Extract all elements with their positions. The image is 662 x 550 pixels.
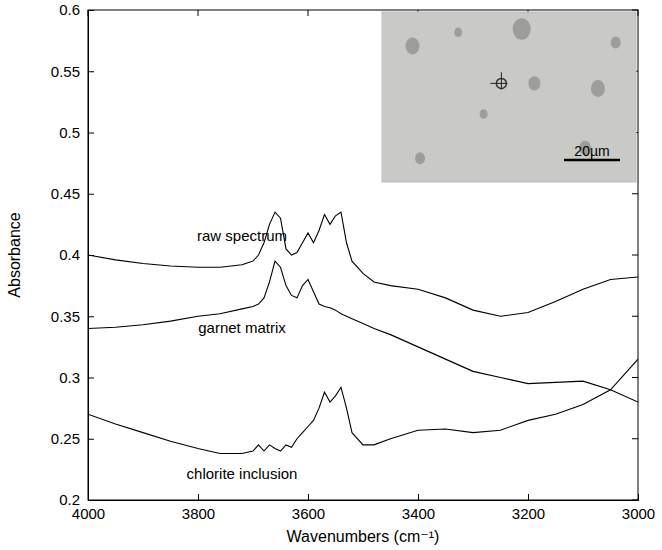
y-right-tick-mark — [632, 377, 638, 378]
x-tick-mark — [308, 494, 309, 500]
inset-speck — [480, 109, 488, 119]
spectrum-line — [88, 261, 638, 402]
x-tick-mark — [418, 494, 419, 500]
y-tick-mark — [88, 133, 94, 134]
chart: 4000380036003400320030000.20.250.30.350.… — [0, 0, 662, 550]
inset-crosshair — [490, 83, 507, 84]
x-tick: 3200 — [512, 494, 545, 522]
x-tick: 3400 — [402, 494, 435, 522]
y-right-tick-mark — [632, 500, 638, 501]
y-right-tick-mark — [632, 10, 638, 11]
y-axis: 0.2 0.25 0.3 0.35 0.4 0.45 0.5 0.55 0.6 — [51, 1, 94, 508]
x-tick-label: 3800 — [182, 505, 215, 522]
inset-speck — [591, 80, 605, 97]
spectrum-line — [88, 212, 638, 316]
x-tick-label: 3400 — [402, 505, 435, 522]
y-tick: 0.25 — [51, 430, 94, 447]
y-tick-mark — [88, 10, 94, 11]
inset-speck — [415, 152, 425, 164]
y-tick-mark — [88, 378, 94, 379]
inset-photo: 20µm — [382, 12, 636, 182]
y-right-tick-mark — [632, 255, 638, 256]
y-tick-label: 0.25 — [51, 430, 80, 447]
series-label: garnet matrix — [198, 319, 286, 336]
y-tick-label: 0.2 — [59, 491, 80, 508]
inset-scale-label: 20µm — [574, 143, 609, 159]
y-tick: 0.35 — [51, 308, 94, 325]
inset-speck — [611, 37, 621, 49]
x-top-tick-mark — [198, 10, 199, 16]
series-lines — [88, 212, 638, 453]
y-tick-label: 0.35 — [51, 308, 80, 325]
inset-crosshair — [501, 72, 502, 89]
spectrum-line — [88, 359, 638, 453]
plot-frame — [88, 10, 638, 500]
y-tick-mark — [88, 71, 94, 72]
y-right-tick-mark — [632, 316, 638, 317]
x-tick-label: 3000 — [622, 505, 655, 522]
y-right-tick-mark — [632, 438, 638, 439]
series-label: chlorite inclusion — [187, 465, 298, 482]
y-tick-label: 0.5 — [59, 124, 80, 141]
x-top-tick-mark — [308, 10, 309, 16]
x-tick-mark — [528, 494, 529, 500]
x-tick: 3600 — [292, 494, 325, 522]
x-tick-mark — [198, 494, 199, 500]
inset-background — [382, 12, 636, 182]
y-tick-label: 0.6 — [59, 1, 80, 18]
inset-speck — [405, 38, 419, 55]
y-tick-mark — [88, 500, 94, 501]
y-tick: 0.45 — [51, 185, 94, 202]
x-tick-label: 3200 — [512, 505, 545, 522]
y-tick-label: 0.45 — [51, 185, 80, 202]
x-axis-line — [89, 494, 639, 501]
y-tick-label: 0.3 — [59, 369, 80, 386]
y-axis-title: Absorbance — [6, 212, 23, 297]
y-tick-mark — [88, 439, 94, 440]
x-top-tick-mark — [638, 10, 639, 16]
y-tick: 0.2 — [59, 491, 94, 508]
inset-speck — [528, 76, 540, 90]
y-tick-mark — [88, 194, 94, 195]
y-tick-label: 0.4 — [59, 246, 80, 263]
inset-scale-bar — [564, 159, 620, 162]
y-tick: 0.6 — [59, 1, 94, 18]
y-tick-label: 0.55 — [51, 63, 80, 80]
y-tick: 0.3 — [59, 369, 94, 386]
x-tick-label: 3600 — [292, 505, 325, 522]
x-tick: 3000 — [622, 494, 655, 522]
x-axis: 400038003600340032003000 — [72, 494, 655, 522]
series-label: raw spectrum — [197, 227, 287, 244]
y-right-tick-mark — [632, 193, 638, 194]
y-tick: 0.5 — [59, 124, 94, 141]
y-tick: 0.55 — [51, 63, 94, 80]
inset-speck — [513, 18, 531, 40]
plot: 4000380036003400320030000.20.250.30.350.… — [51, 1, 655, 521]
x-tick: 3800 — [182, 494, 215, 522]
y-tick-mark — [88, 316, 94, 317]
x-axis-title: Wavenumbers (cm⁻¹) — [287, 528, 440, 545]
inset-speck — [454, 28, 462, 38]
x-tick-mark — [638, 494, 639, 500]
